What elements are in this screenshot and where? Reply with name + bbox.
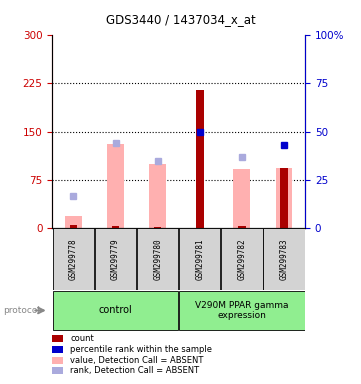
Text: percentile rank within the sample: percentile rank within the sample [70,345,212,354]
Text: GSM299780: GSM299780 [153,238,162,280]
Bar [234,169,250,228]
Bar [221,228,262,290]
Text: count: count [70,334,94,343]
Bar [65,215,82,228]
Bar [149,164,166,228]
Text: value, Detection Call = ABSENT: value, Detection Call = ABSENT [70,356,204,365]
Text: GDS3440 / 1437034_x_at: GDS3440 / 1437034_x_at [106,13,255,26]
Bar [112,226,119,228]
Text: GSM299779: GSM299779 [111,238,120,280]
Text: GSM299781: GSM299781 [195,238,204,280]
Text: GSM299782: GSM299782 [238,238,246,280]
Bar [70,225,77,228]
Bar [196,89,204,228]
Bar [137,228,178,290]
Bar [275,168,292,228]
Bar [179,291,305,330]
Text: GSM299778: GSM299778 [69,238,78,280]
Bar [107,144,124,228]
Bar [154,227,161,228]
Bar [179,228,220,290]
Bar [238,226,245,228]
Text: rank, Detection Call = ABSENT: rank, Detection Call = ABSENT [70,366,200,376]
Text: control: control [99,305,132,316]
Bar [95,228,136,290]
Text: V290M PPAR gamma
expression: V290M PPAR gamma expression [195,301,289,320]
Bar [53,291,178,330]
Text: protocol: protocol [4,306,40,315]
Bar [280,168,288,228]
Text: GSM299783: GSM299783 [279,238,288,280]
Bar [264,228,305,290]
Bar [53,228,94,290]
